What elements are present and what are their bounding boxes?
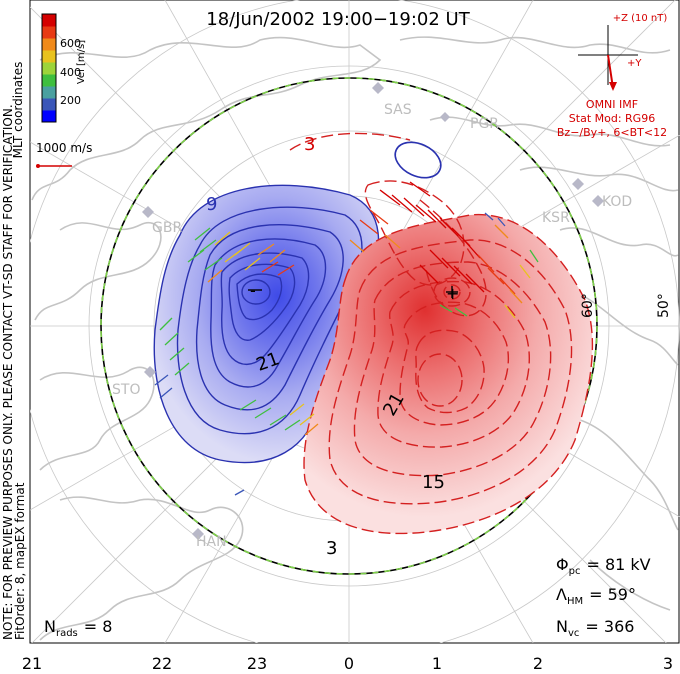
vector-count: Nvc = 366: [556, 617, 634, 639]
mlt-tick-2: 2: [533, 654, 543, 673]
radar-count: Nrads = 8: [44, 617, 112, 639]
scale-vector-label: 1000 m/s: [36, 141, 92, 155]
mlt-tick-22: 22: [152, 654, 172, 673]
mlt-tick-1: 1: [432, 654, 442, 673]
imf-clock: [578, 25, 638, 91]
hm-boundary-green: [100, 77, 598, 575]
max-marker: +: [446, 284, 459, 303]
velocity-vectors-dawn: [349, 181, 539, 319]
scale-vector-dot: [36, 164, 40, 168]
colorbar-swatch: [42, 86, 56, 99]
coastlines: [31, 36, 679, 641]
colorbar-swatch: [42, 62, 56, 75]
mlt-tick-23: 23: [247, 654, 267, 673]
colorbar-tick-600: 600: [60, 37, 81, 50]
cross-polar-potential: Φpc = 81 kV: [556, 555, 651, 577]
mlt-tick-0: 0: [344, 654, 354, 673]
imf-by-label: +Y: [627, 58, 642, 69]
radar-label-pgr: PGR: [470, 116, 499, 132]
latitude-label-60: 60°: [580, 293, 596, 318]
contour-label-neg-9: 9: [206, 194, 217, 215]
colorbar-tick-200: 200: [60, 94, 81, 107]
latitude-label-50: 50°: [656, 293, 672, 318]
fit-order-note: FitOrder: 8, mapEX format: [13, 482, 27, 640]
min-marker: -: [250, 281, 256, 300]
preview-note: NOTE: FOR PREVIEW PURPOSES ONLY. PLEASE …: [1, 104, 15, 640]
radar-label-gbr: GBR: [152, 220, 182, 236]
radar-label-han: HAN: [196, 534, 227, 550]
velocity-vectors-dusk: [154, 227, 319, 496]
colorbar-swatch: [42, 26, 56, 39]
radar-label-sto: STO: [112, 382, 140, 398]
radar-label-kod: KOD: [602, 194, 632, 210]
colorbar-swatch: [42, 98, 56, 111]
radar-markers: [142, 82, 604, 540]
mlt-tick-3: 3: [663, 654, 673, 673]
imf-model-line1: Stat Mod: RG96: [569, 112, 655, 125]
contour-label-pos-15: 15: [422, 472, 445, 493]
map-title: 18/Jun/2002 19:00−19:02 UT: [206, 9, 470, 30]
dawn-cell: [289, 132, 594, 535]
colorbar: [41, 13, 57, 123]
coordinate-label: MLT coordinates: [11, 62, 25, 159]
colorbar-swatch: [42, 74, 56, 87]
imf-model-line2: Bz−/By+, 6<BT<12: [557, 126, 667, 139]
hm-latitude: ΛHM = 59°: [556, 585, 636, 607]
mlt-tick-21: 21: [22, 654, 42, 673]
colorbar-swatch: [42, 38, 56, 51]
contour-label-pos-3: 3: [326, 538, 337, 559]
imf-bz-label: +Z (10 nT): [613, 13, 668, 24]
colorbar-swatch: [42, 110, 56, 123]
colorbar-tick-400: 400: [60, 66, 81, 79]
potential-extrema: [248, 286, 458, 298]
contour-label-neg-3: 3: [304, 134, 315, 155]
radar-label-ksr: KSR: [542, 210, 570, 226]
colorbar-swatch: [42, 14, 56, 27]
imf-source: OMNI IMF: [586, 98, 638, 111]
radar-label-sas: SAS: [384, 102, 412, 118]
colorbar-label: Vel [m/s]: [76, 40, 87, 84]
colorbar-border: [41, 13, 57, 123]
colorbar-swatch: [42, 50, 56, 63]
